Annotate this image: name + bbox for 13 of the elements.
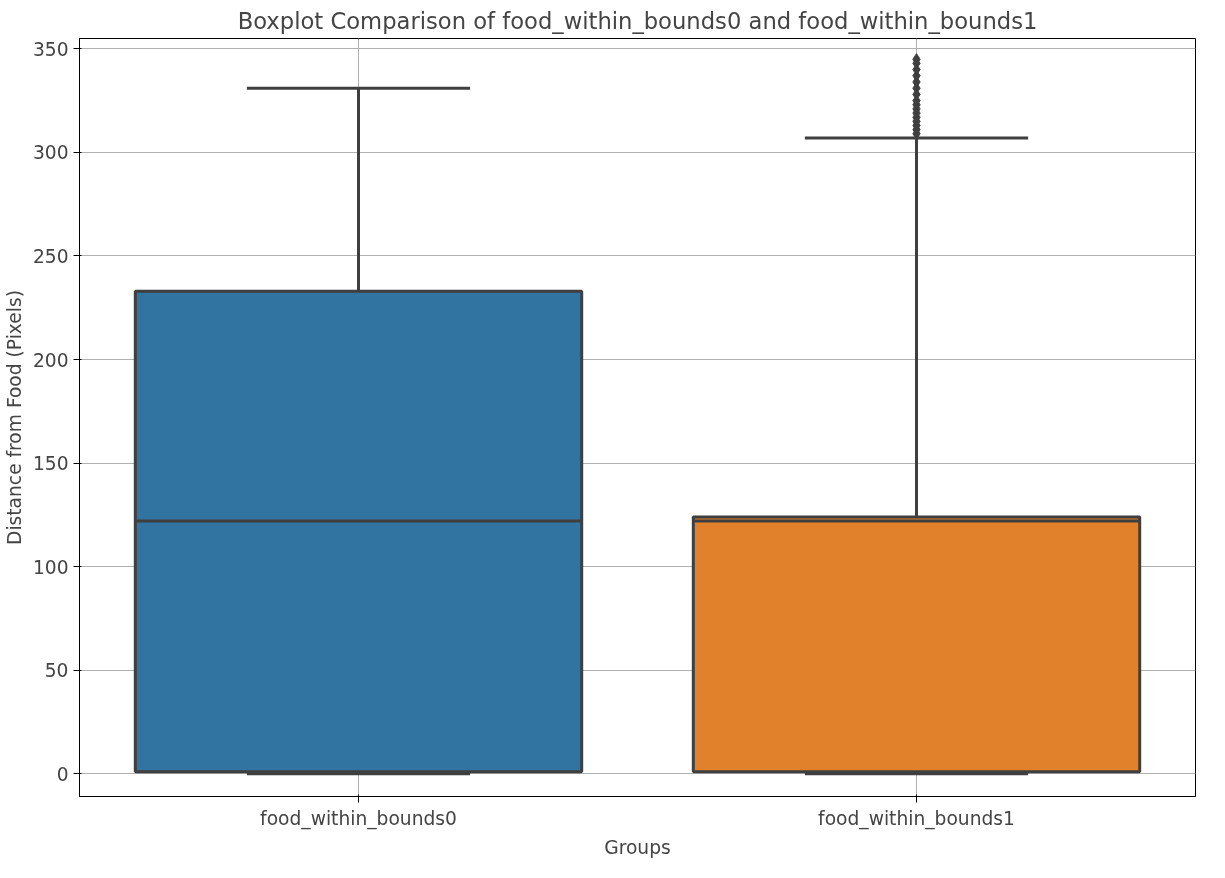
y-tick-label: 350 [32,38,69,60]
chart-title: Boxplot Comparison of food_within_bounds0 and food_within_bounds1 [237,7,1038,34]
x-tick-label: food_within_bounds1 [818,807,1015,830]
y-tick-label: 0 [56,763,69,785]
y-tick-label: 150 [32,453,69,475]
y-tick-label: 100 [32,556,69,578]
y-tick-label: 200 [32,349,69,371]
y-tick-label: 250 [32,245,69,267]
y-axis-title: Distance from Food (Pixels) [3,290,25,545]
x-tick-label: food_within_bounds0 [260,807,457,830]
x-axis-title: Groups [604,836,671,858]
y-tick-label: 300 [32,142,69,164]
y-tick-label: 50 [44,660,69,682]
